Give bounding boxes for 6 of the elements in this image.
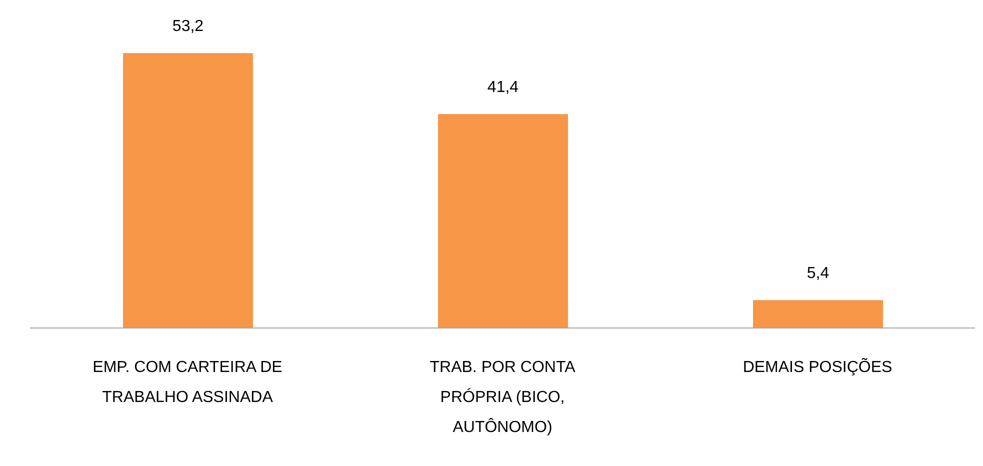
x-tick-label: TRAB. POR CONTA PRÓPRIA (BICO, AUTÔNOMO) [430,359,576,436]
data-label: 5,4 [806,265,830,282]
x-tick-label: DEMAIS POSIÇÕES [742,357,892,376]
x-tick-label: EMP. COM CARTEIRA DE TRABALHO ASSINADA [92,359,282,406]
data-label: 41,4 [487,79,519,96]
data-label: 53,2 [172,18,204,36]
